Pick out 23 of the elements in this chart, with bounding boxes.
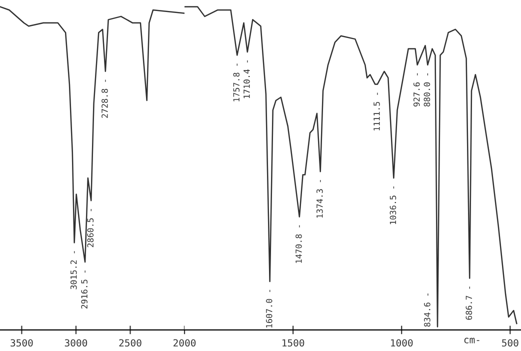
annotation: 1607.0 - — [266, 290, 272, 328]
x-tick-label: 2500 — [119, 339, 142, 347]
annotation: 1757.8 - — [233, 64, 240, 102]
annotation: 3015.2 - — [70, 251, 77, 290]
x-tick-label: 500 — [502, 339, 518, 347]
annotation: 880.0 - — [424, 73, 430, 106]
x-tick-label: 1500 — [282, 339, 304, 347]
annotation: 1374.3 - — [316, 180, 323, 218]
annotation: 1710.4 - — [244, 60, 250, 98]
annotation: 2728.8 - — [102, 80, 108, 118]
x-tick-label: 1000 — [391, 339, 413, 347]
x-tick-label: 2000 — [174, 339, 196, 347]
annotation: 927.6 - — [413, 73, 420, 106]
annotation: 834.6 - — [424, 293, 430, 327]
annotation: 1036.5 - — [390, 186, 396, 224]
annotation: 686.7 - — [466, 286, 472, 320]
x-axis-title: cm- — [464, 338, 480, 344]
annotation: 1111.5 - — [374, 92, 380, 130]
annotation: 1470.8 - — [296, 225, 302, 263]
annotation: 2860.5 - — [87, 209, 94, 248]
x-tick-label: 3000 — [64, 339, 88, 347]
annotation: 2916.5 - — [81, 270, 88, 309]
x-tick-label: 3500 — [10, 339, 33, 347]
